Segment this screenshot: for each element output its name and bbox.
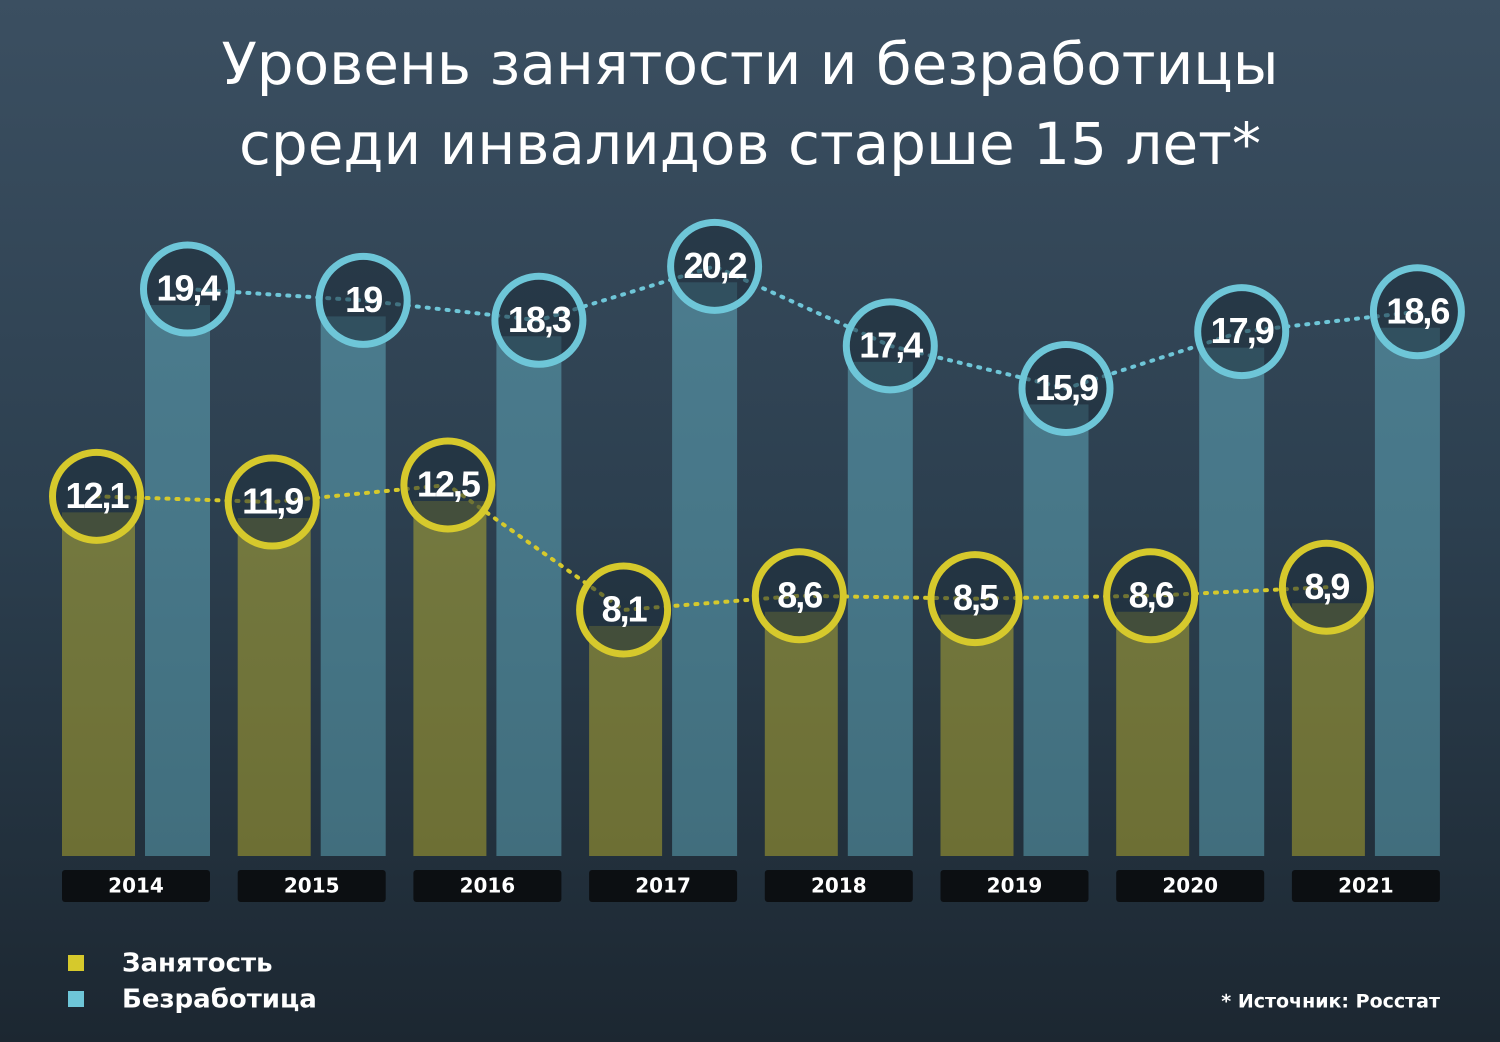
value-circle [400, 437, 496, 533]
bar [496, 336, 562, 856]
data-label: 8,6 [777, 574, 822, 615]
value-circle [576, 562, 672, 658]
bar [62, 512, 135, 856]
x-tick-label: 2015 [284, 874, 340, 898]
bar [1023, 404, 1089, 856]
data-label: 18,6 [1386, 290, 1449, 331]
legend-swatch [68, 991, 84, 1007]
bar [145, 305, 210, 856]
x-tick-label: 2020 [1162, 874, 1218, 898]
year-box [237, 870, 386, 902]
data-label: 12,5 [417, 464, 481, 505]
data-label: 12,1 [65, 475, 129, 516]
value-circle [224, 454, 320, 550]
value-circle [1018, 340, 1114, 436]
year-box [1291, 870, 1440, 902]
value-circle [315, 252, 411, 348]
data-label: 8,1 [602, 588, 648, 629]
value-circle [1369, 264, 1465, 360]
data-label: 8,5 [953, 577, 999, 618]
data-label: 19 [345, 279, 382, 320]
bar [847, 361, 913, 856]
legend-label: Безработица [122, 985, 317, 1015]
year-box [1116, 870, 1265, 902]
value-circle [49, 448, 144, 544]
year-box [62, 870, 210, 902]
bar [1199, 347, 1265, 856]
data-label: 17,4 [859, 324, 923, 365]
x-tick-label: 2014 [108, 874, 164, 898]
value-circle [927, 551, 1023, 647]
value-circle [140, 241, 235, 337]
legend-label: Занятость [122, 949, 273, 979]
chart-title: Уровень занятости и безработицы [221, 30, 1278, 98]
data-label: 15,9 [1035, 367, 1098, 408]
bar [589, 625, 663, 856]
bar [237, 518, 311, 856]
value-circle [842, 298, 938, 394]
chart-title: среди инвалидов старше 15 лет* [239, 110, 1261, 178]
x-tick-label: 2021 [1338, 874, 1394, 898]
data-label: 11,9 [242, 481, 303, 522]
bar [1291, 603, 1365, 856]
bar [320, 316, 386, 856]
value-circle [667, 218, 763, 314]
value-circle [1278, 539, 1374, 635]
bar [672, 282, 738, 856]
value-circle [1103, 548, 1199, 644]
bar [940, 614, 1014, 856]
x-tick-label: 2018 [811, 874, 867, 898]
bar [413, 501, 487, 856]
data-label: 18,3 [508, 299, 571, 340]
bar [1374, 327, 1440, 856]
legend-swatch [68, 955, 84, 971]
year-box [764, 870, 913, 902]
year-box [413, 870, 562, 902]
x-tick-label: 2019 [987, 874, 1043, 898]
bar [764, 611, 838, 856]
value-circle [1194, 284, 1290, 380]
data-label: 19,4 [156, 268, 220, 309]
x-tick-label: 2016 [460, 874, 516, 898]
data-label: 17,9 [1211, 310, 1274, 351]
value-circle [491, 272, 587, 368]
bar [1116, 611, 1190, 856]
x-tick-label: 2017 [635, 874, 691, 898]
data-label: 8,9 [1304, 566, 1349, 607]
value-circle [751, 548, 847, 644]
source-note: * Источник: Росстат [1221, 991, 1440, 1013]
year-box [589, 870, 738, 902]
data-label: 8,6 [1129, 574, 1174, 615]
year-box [940, 870, 1089, 902]
data-label: 20,2 [684, 245, 747, 286]
line [185, 264, 1420, 391]
